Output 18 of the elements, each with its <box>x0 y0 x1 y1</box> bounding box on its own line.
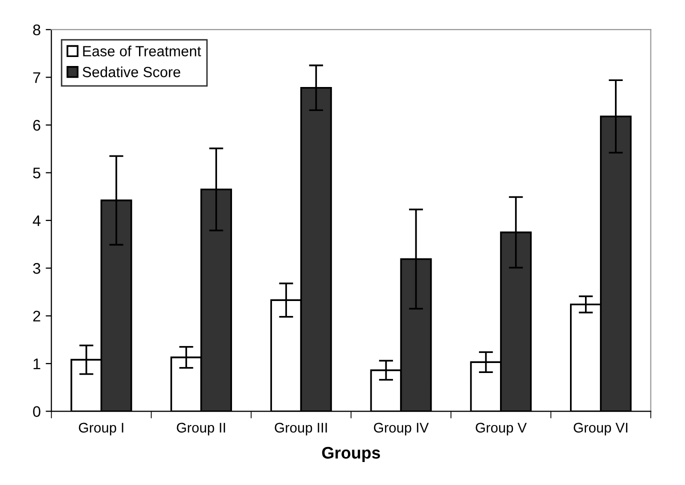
y-tick-label: 4 <box>32 215 41 226</box>
y-tick-label: 2 <box>33 310 40 322</box>
x-tick-label: Group I <box>78 422 124 436</box>
x-tick-label: Group III <box>274 422 327 436</box>
y-tick-label: 5 <box>33 168 40 178</box>
legend-label: Ease of Treatment <box>83 46 202 56</box>
x-tick-label: Group IV <box>374 422 429 436</box>
x-axis-title: Groups <box>322 446 380 462</box>
legend-label: Sedative Score <box>82 66 180 78</box>
x-tick-label: Group II <box>176 422 226 436</box>
y-tick-label: 0 <box>33 406 40 417</box>
y-tick-label: 7 <box>33 72 40 83</box>
y-tick-label: 3 <box>33 263 40 274</box>
y-tick-label: 1 <box>34 358 40 370</box>
y-tick-label: 6 <box>33 120 40 131</box>
y-tick-label: 8 <box>33 24 40 36</box>
x-tick-label: Group VI <box>574 422 628 436</box>
x-tick-label: Group V <box>476 422 527 436</box>
